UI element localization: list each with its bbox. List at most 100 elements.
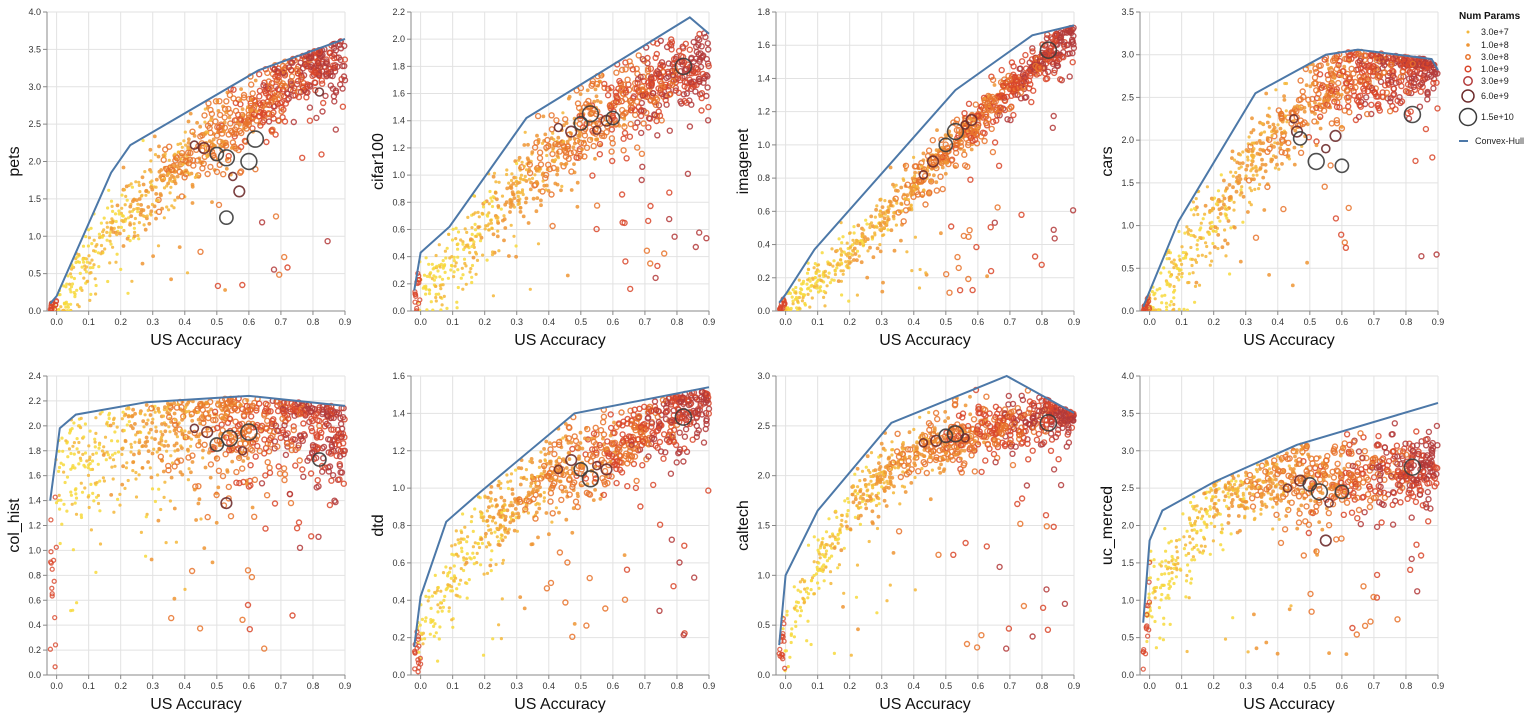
data-point <box>816 263 821 267</box>
data-point <box>1255 173 1259 177</box>
data-point <box>871 255 876 260</box>
data-point <box>215 400 220 405</box>
data-point <box>818 274 822 278</box>
y-tick-label: 3.0 <box>28 82 41 92</box>
data-point <box>536 149 544 156</box>
data-point <box>846 251 851 255</box>
large-model-point <box>233 185 246 198</box>
data-point <box>62 502 66 506</box>
data-point <box>92 238 96 242</box>
data-point <box>304 89 311 96</box>
y-tick-label: 1.0 <box>1121 221 1134 231</box>
data-point <box>249 108 254 113</box>
data-point <box>955 264 962 272</box>
data-point <box>150 179 154 183</box>
data-point <box>62 284 66 288</box>
data-point <box>940 165 945 170</box>
data-point <box>222 129 227 134</box>
data-point <box>1238 259 1243 264</box>
data-point <box>108 261 112 265</box>
data-point <box>176 402 180 406</box>
data-point <box>82 276 86 280</box>
data-point <box>1022 93 1030 101</box>
data-point <box>257 122 264 129</box>
y-tick-label: 1.2 <box>757 107 770 117</box>
data-point <box>196 417 201 422</box>
large-model-point <box>237 445 248 456</box>
data-point <box>820 279 824 283</box>
data-point <box>612 98 620 106</box>
data-point <box>79 515 84 520</box>
data-point <box>516 194 520 198</box>
data-point <box>1165 308 1169 311</box>
data-point <box>873 215 878 219</box>
data-point <box>530 150 535 155</box>
data-point <box>929 136 936 144</box>
y-axis-title: pets <box>6 146 23 176</box>
data-point <box>1014 84 1021 92</box>
data-point <box>684 61 691 68</box>
data-point <box>1416 103 1424 110</box>
data-point <box>270 266 278 273</box>
data-point <box>225 105 232 113</box>
data-point <box>87 444 91 448</box>
x-tick-label: 0.4 <box>1272 317 1285 327</box>
data-point <box>1151 306 1155 310</box>
data-point <box>671 233 678 240</box>
data-point <box>1369 87 1376 94</box>
data-point <box>1248 186 1252 190</box>
data-point <box>285 415 292 422</box>
x-tick-label: 0.6 <box>607 317 620 327</box>
data-point <box>1003 93 1011 101</box>
data-point <box>528 187 533 192</box>
panel-imagenet: 0.0 0.1 0.2 0.3 0.4 0.5 0.6 0.7 0.8 0.90.00.20.40… <box>735 7 1080 349</box>
data-point <box>974 118 981 126</box>
data-point <box>839 279 844 283</box>
data-point <box>508 185 513 190</box>
data-point <box>593 87 598 92</box>
data-point <box>1165 257 1169 261</box>
data-point <box>565 155 572 163</box>
panel-cifar100: 0.0 0.1 0.2 0.3 0.4 0.5 0.6 0.7 0.8 0.90.00.20.40… <box>370 7 715 349</box>
data-point <box>704 40 711 47</box>
data-point <box>70 282 75 286</box>
data-point <box>1159 271 1163 275</box>
data-point <box>921 151 926 156</box>
points-cars <box>1140 48 1441 311</box>
data-point <box>187 137 191 142</box>
data-point <box>97 443 102 447</box>
data-point <box>151 254 156 258</box>
data-point <box>899 185 904 190</box>
data-point <box>256 400 263 407</box>
data-point <box>659 62 666 70</box>
data-point <box>1313 100 1317 105</box>
data-point <box>275 74 282 81</box>
data-point <box>246 626 254 633</box>
data-point <box>514 183 518 188</box>
data-point <box>652 274 659 282</box>
data-point <box>939 231 943 236</box>
data-point <box>108 239 112 243</box>
data-point <box>1172 266 1176 270</box>
data-point <box>230 86 237 93</box>
data-point <box>337 45 345 52</box>
data-point <box>1410 79 1418 87</box>
data-point <box>200 160 207 167</box>
data-point <box>109 199 114 203</box>
data-point <box>652 69 660 77</box>
data-point <box>108 234 112 238</box>
data-point <box>521 192 525 197</box>
data-point <box>808 279 812 283</box>
data-point <box>86 495 90 499</box>
data-point <box>518 166 522 170</box>
data-point <box>1038 261 1045 268</box>
data-point <box>700 52 707 59</box>
data-point <box>852 225 856 229</box>
data-point <box>72 276 76 281</box>
data-point <box>188 413 193 418</box>
data-point <box>137 180 141 184</box>
data-point <box>147 431 151 435</box>
data-point <box>271 65 278 73</box>
data-point <box>92 499 96 503</box>
data-point <box>1222 202 1226 207</box>
